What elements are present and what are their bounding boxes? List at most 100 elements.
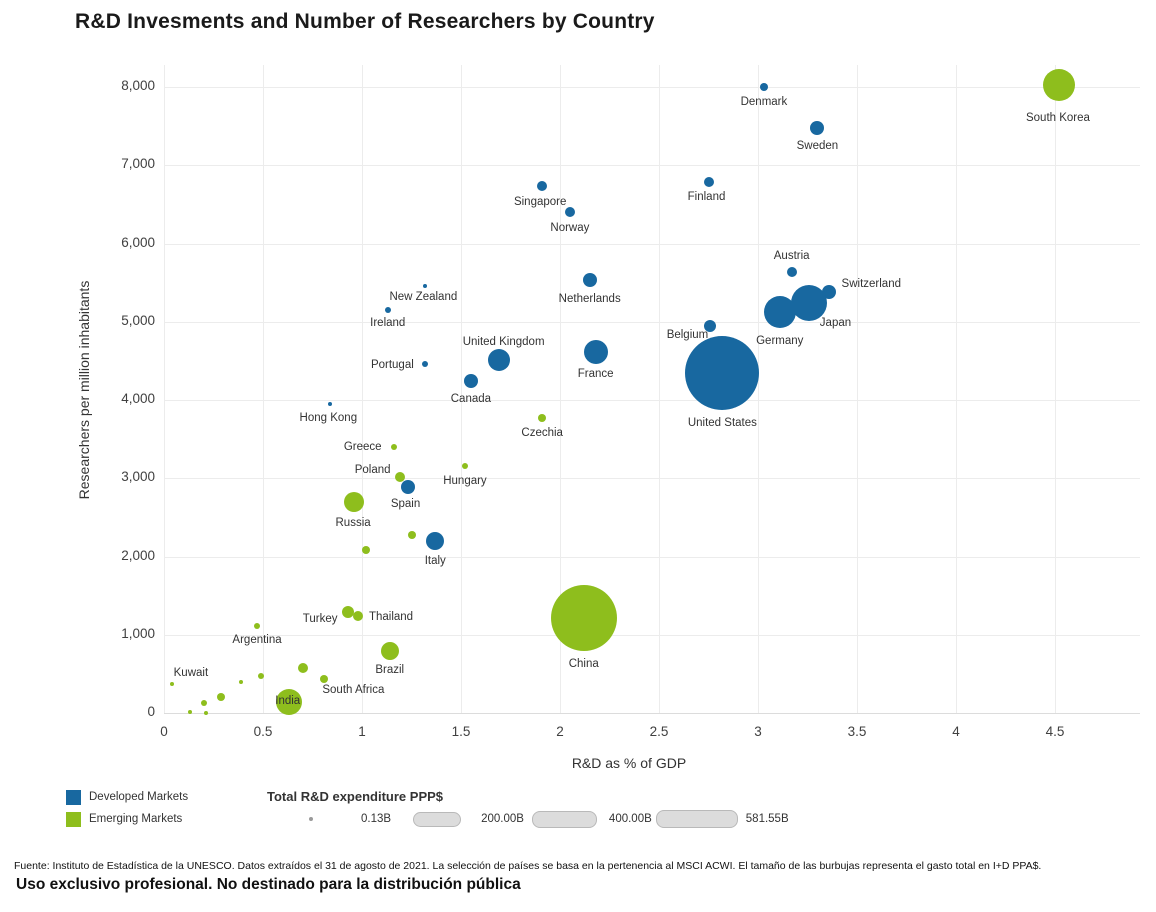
- bubble-czechia[interactable]: [538, 413, 547, 422]
- size-legend-value: 0.13B: [361, 813, 392, 825]
- bubble-greece[interactable]: [390, 443, 397, 450]
- country-label-new-zealand: New Zealand: [389, 290, 458, 303]
- legend-item-developed-markets[interactable]: Developed Markets: [66, 786, 188, 808]
- bubble-ireland[interactable]: [384, 307, 391, 313]
- size-legend-value: 200.00B: [481, 813, 524, 825]
- gridline-vertical: [758, 65, 759, 713]
- bubble-unlabeled[interactable]: [203, 711, 208, 715]
- bubble-unlabeled[interactable]: [187, 709, 192, 714]
- bubble-unlabeled[interactable]: [407, 530, 416, 539]
- gridline-horizontal: [164, 243, 1140, 245]
- legend-label-emerging: Emerging Markets: [89, 813, 183, 825]
- y-tick-label: 8,000: [121, 78, 155, 93]
- country-label-united-kingdom: United Kingdom: [462, 336, 545, 349]
- x-axis-title: R&D as % of GDP: [571, 755, 687, 771]
- bubble-thailand[interactable]: [353, 610, 364, 621]
- country-label-japan: Japan: [819, 316, 852, 329]
- country-label-italy: Italy: [424, 554, 446, 567]
- bubble-italy[interactable]: [426, 531, 445, 550]
- bubble-new-zealand[interactable]: [423, 283, 428, 288]
- bubble-united-states[interactable]: [685, 336, 760, 411]
- chart-title: R&D Invesments and Number of Researchers…: [75, 10, 655, 33]
- bubble-unlabeled[interactable]: [200, 699, 207, 706]
- bubble-switzerland[interactable]: [822, 285, 837, 299]
- country-label-france: France: [577, 368, 614, 381]
- country-label-spain: Spain: [390, 497, 421, 510]
- bubble-south-korea[interactable]: [1042, 68, 1075, 101]
- gridline-horizontal: [164, 400, 1140, 401]
- bubble-russia[interactable]: [344, 491, 365, 512]
- bubble-unlabeled[interactable]: [361, 546, 370, 555]
- size-legend-bubble-large: [655, 810, 738, 828]
- gridline-vertical: [956, 65, 957, 713]
- bubble-unlabeled[interactable]: [258, 673, 265, 680]
- bubble-unlabeled[interactable]: [297, 663, 308, 673]
- country-label-ireland: Ireland: [370, 317, 406, 329]
- country-label-brazil: Brazil: [375, 664, 405, 677]
- bubble-belgium[interactable]: [704, 319, 717, 332]
- bubble-norway[interactable]: [564, 207, 575, 218]
- bubble-brazil[interactable]: [380, 642, 399, 661]
- bubble-hong-kong[interactable]: [328, 401, 333, 406]
- bubble-finland[interactable]: [703, 176, 714, 187]
- country-label-india: India: [275, 695, 301, 708]
- gridline-horizontal: [164, 478, 1140, 480]
- size-legend-bubble-small: [413, 811, 462, 827]
- bubble-united-kingdom[interactable]: [487, 349, 510, 372]
- bubble-portugal[interactable]: [422, 361, 429, 367]
- bubble-argentina[interactable]: [254, 623, 261, 630]
- size-legend-value: 581.55B: [745, 813, 789, 825]
- bubble-netherlands[interactable]: [582, 273, 597, 288]
- x-tick-label: 3.5: [847, 724, 867, 739]
- bubble-france[interactable]: [583, 340, 608, 365]
- bubble-unlabeled[interactable]: [239, 680, 244, 685]
- bubble-china[interactable]: [550, 584, 617, 651]
- bubble-south-africa[interactable]: [320, 675, 329, 684]
- x-tick-label: 2: [556, 724, 564, 739]
- bubble-germany[interactable]: [763, 296, 796, 329]
- x-tick-label: 1.5: [451, 724, 471, 739]
- bubble-hungary[interactable]: [461, 462, 468, 469]
- country-label-russia: Russia: [335, 516, 371, 529]
- color-legend: Developed Markets Emerging Markets: [66, 786, 188, 830]
- country-label-poland: Poland: [354, 463, 391, 476]
- bubble-singapore[interactable]: [537, 180, 548, 191]
- bubble-poland[interactable]: [394, 471, 405, 482]
- country-label-germany: Germany: [756, 335, 804, 348]
- country-label-singapore: Singapore: [513, 195, 567, 208]
- bubble-spain[interactable]: [400, 479, 415, 494]
- country-label-united-states: United States: [687, 417, 757, 430]
- country-label-canada: Canada: [450, 393, 492, 406]
- x-tick-label: 1: [358, 724, 366, 739]
- bubble-japan[interactable]: [791, 284, 828, 321]
- y-tick-label: 5,000: [121, 312, 155, 328]
- bubble-sweden[interactable]: [810, 120, 825, 135]
- gridline-horizontal: [164, 165, 1140, 167]
- y-tick-label: 7,000: [121, 156, 155, 172]
- country-label-china: China: [568, 657, 599, 670]
- bubble-denmark[interactable]: [759, 83, 768, 91]
- country-label-greece: Greece: [343, 440, 382, 453]
- bubble-austria[interactable]: [786, 266, 797, 277]
- country-label-south-africa: South Africa: [322, 684, 385, 697]
- y-tick-label: 6,000: [121, 234, 155, 250]
- bubble-kuwait[interactable]: [169, 682, 174, 687]
- gridline-horizontal: [164, 87, 1140, 88]
- country-label-netherlands: Netherlands: [558, 293, 621, 306]
- bubble-turkey[interactable]: [342, 606, 355, 619]
- gridline-horizontal: [164, 556, 1140, 558]
- country-label-south-korea: South Korea: [1025, 111, 1090, 124]
- bubble-canada[interactable]: [463, 374, 478, 389]
- bubble-india[interactable]: [275, 689, 302, 716]
- legend-item-emerging-markets[interactable]: Emerging Markets: [66, 808, 188, 830]
- bubble-unlabeled[interactable]: [217, 692, 226, 701]
- size-legend-value: 400.00B: [608, 813, 652, 825]
- gridline-horizontal: [164, 321, 1140, 323]
- country-label-argentina: Argentina: [232, 634, 282, 647]
- country-label-sweden: Sweden: [796, 139, 839, 152]
- x-tick-label: 4: [952, 724, 960, 739]
- gridline-vertical: [659, 65, 660, 713]
- country-label-hong-kong: Hong Kong: [299, 411, 358, 424]
- y-tick-label: 4,000: [121, 391, 155, 406]
